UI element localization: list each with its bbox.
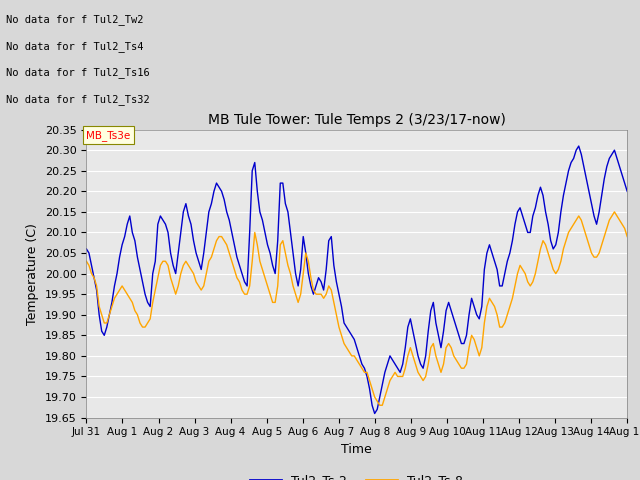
Tul2_Ts-8 [623,234,631,240]
Tul2_Ts-8 [351,353,358,359]
X-axis label: Time: Time [341,443,372,456]
Tul2_Ts-8 [182,258,189,264]
Tul2_Ts-8 [269,300,276,305]
Tul2_Ts-2 [207,201,215,206]
Tul2_Ts-8 [83,258,90,264]
Title: MB Tule Tower: Tule Temps 2 (3/23/17-now): MB Tule Tower: Tule Temps 2 (3/23/17-now… [208,113,506,127]
Text: No data for f Tul2_Ts4: No data for f Tul2_Ts4 [6,41,144,52]
Line: Tul2_Ts-8: Tul2_Ts-8 [86,212,627,405]
Tul2_Ts-2 [269,263,276,268]
Tul2_Ts-2 [182,201,189,206]
Tul2_Ts-2 [371,410,378,416]
Text: No data for f Tul2_Tw2: No data for f Tul2_Tw2 [6,14,144,25]
Text: MB_Ts3e: MB_Ts3e [86,130,131,141]
Tul2_Ts-8 [228,258,236,264]
Tul2_Ts-8 [98,312,106,318]
Text: No data for f Tul2_Ts32: No data for f Tul2_Ts32 [6,94,150,105]
Text: No data for f Tul2_Ts16: No data for f Tul2_Ts16 [6,67,150,78]
Tul2_Ts-8 [207,254,215,260]
Tul2_Ts-2 [98,328,106,334]
Tul2_Ts-2 [575,143,582,149]
Tul2_Ts-2 [228,229,236,235]
Tul2_Ts-8 [376,402,383,408]
Tul2_Ts-2 [623,189,631,194]
Legend: Tul2_Ts-2, Tul2_Ts-8: Tul2_Ts-2, Tul2_Ts-8 [245,469,468,480]
Tul2_Ts-8 [611,209,618,215]
Tul2_Ts-2 [351,336,358,342]
Y-axis label: Temperature (C): Temperature (C) [26,223,39,324]
Tul2_Ts-2 [83,246,90,252]
Line: Tul2_Ts-2: Tul2_Ts-2 [86,146,627,413]
